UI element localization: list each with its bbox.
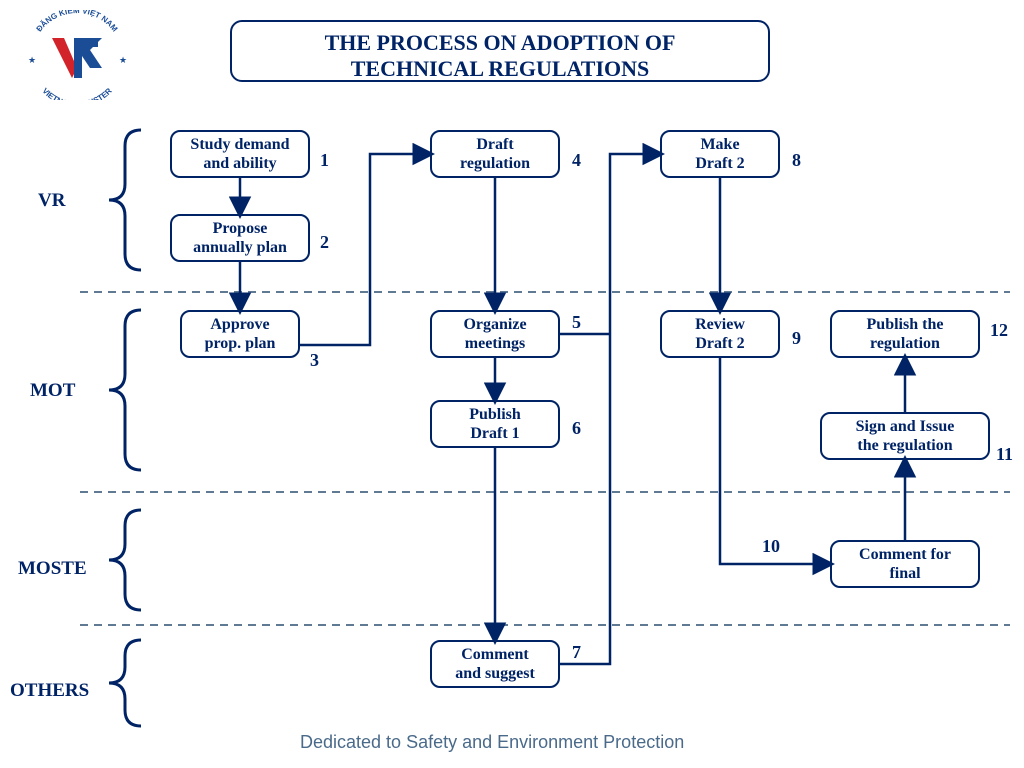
- flow-node-n1: Study demandand ability: [170, 130, 310, 178]
- step-number-10: 10: [762, 536, 780, 557]
- lane-brace: [109, 510, 141, 610]
- step-number-3: 3: [310, 350, 319, 371]
- step-number-5: 5: [572, 312, 581, 333]
- lane-brace: [109, 310, 141, 470]
- flow-node-n7: Commentand suggest: [430, 640, 560, 688]
- flow-node-n6: PublishDraft 1: [430, 400, 560, 448]
- flow-node-n3: Approveprop. plan: [180, 310, 300, 358]
- step-number-4: 4: [572, 150, 581, 171]
- flow-node-n12: Publish theregulation: [830, 310, 980, 358]
- step-number-9: 9: [792, 328, 801, 349]
- step-number-8: 8: [792, 150, 801, 171]
- flow-node-n4: Draftregulation: [430, 130, 560, 178]
- vietnam-register-logo: ĐĂNG KIỂM VIỆT NAM VIETNAM REGISTER ★ ★: [22, 10, 132, 100]
- step-number-6: 6: [572, 418, 581, 439]
- footer-text: Dedicated to Safety and Environment Prot…: [300, 732, 684, 753]
- flow-edge: [720, 358, 830, 564]
- flow-node-n2: Proposeannually plan: [170, 214, 310, 262]
- lane-label-mot: MOT: [30, 380, 75, 402]
- flow-node-n11: Sign and Issuethe regulation: [820, 412, 990, 460]
- lane-label-others: OTHERS: [10, 680, 89, 702]
- flow-node-n9: ReviewDraft 2: [660, 310, 780, 358]
- flow-edge: [560, 154, 660, 664]
- flow-node-n10: Comment forfinal: [830, 540, 980, 588]
- logo-top-text: ĐĂNG KIỂM VIỆT NAM: [35, 10, 120, 34]
- lane-brace: [109, 640, 141, 726]
- step-number-2: 2: [320, 232, 329, 253]
- step-number-7: 7: [572, 642, 581, 663]
- step-number-1: 1: [320, 150, 329, 171]
- flow-node-n8: MakeDraft 2: [660, 130, 780, 178]
- svg-text:VIETNAM REGISTER: VIETNAM REGISTER: [40, 86, 113, 100]
- lane-brace: [109, 130, 141, 270]
- svg-text:★: ★: [119, 55, 127, 65]
- title-line2: TECHNICAL REGULATIONS: [256, 56, 744, 82]
- lane-label-vr: VR: [38, 190, 65, 212]
- logo-bottom-text: VIETNAM REGISTER: [40, 86, 113, 100]
- lane-label-moste: MOSTE: [18, 558, 87, 580]
- diagram-title: THE PROCESS ON ADOPTION OF TECHNICAL REG…: [230, 20, 770, 82]
- title-line1: THE PROCESS ON ADOPTION OF: [256, 30, 744, 56]
- step-number-12: 12: [990, 320, 1008, 341]
- svg-text:ĐĂNG KIỂM VIỆT NAM: ĐĂNG KIỂM VIỆT NAM: [35, 10, 120, 34]
- flow-node-n5: Organizemeetings: [430, 310, 560, 358]
- svg-text:★: ★: [28, 55, 36, 65]
- step-number-11: 11: [996, 444, 1013, 465]
